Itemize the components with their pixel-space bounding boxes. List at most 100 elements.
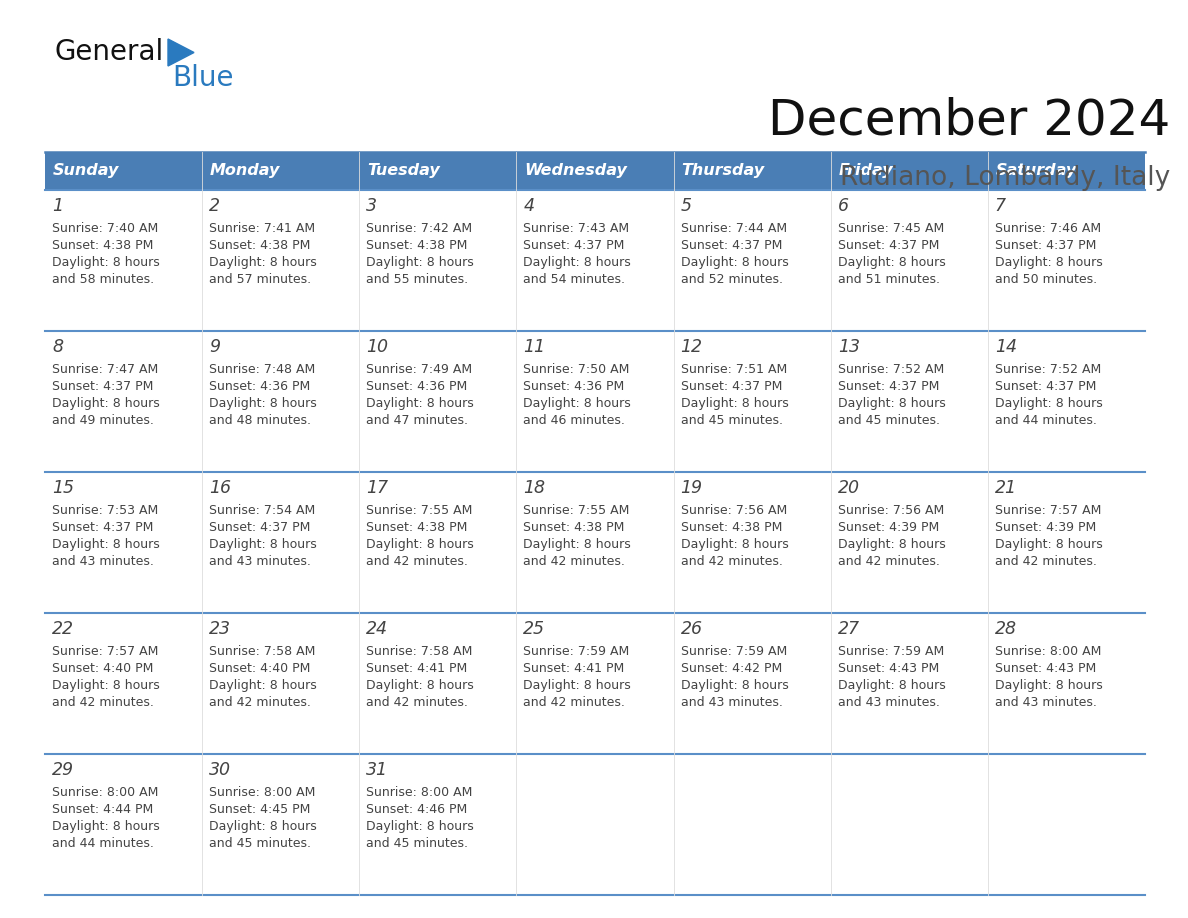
Text: and 43 minutes.: and 43 minutes. (209, 555, 311, 568)
Text: Sunrise: 7:51 AM: Sunrise: 7:51 AM (681, 363, 786, 376)
Text: Daylight: 8 hours: Daylight: 8 hours (52, 538, 159, 551)
Text: Sunset: 4:38 PM: Sunset: 4:38 PM (366, 521, 468, 534)
Text: Sunrise: 7:54 AM: Sunrise: 7:54 AM (209, 504, 315, 517)
Text: 5: 5 (681, 197, 691, 215)
Text: 13: 13 (838, 338, 860, 356)
Polygon shape (168, 39, 194, 66)
Text: and 51 minutes.: and 51 minutes. (838, 273, 940, 286)
Text: Sunday: Sunday (53, 163, 119, 178)
Text: General: General (55, 38, 164, 66)
Text: Daylight: 8 hours: Daylight: 8 hours (366, 820, 474, 833)
Text: Sunset: 4:38 PM: Sunset: 4:38 PM (52, 239, 153, 252)
Bar (830, 613, 988, 754)
Text: 22: 22 (52, 620, 74, 638)
Text: Daylight: 8 hours: Daylight: 8 hours (838, 397, 946, 410)
Text: Sunrise: 7:56 AM: Sunrise: 7:56 AM (838, 504, 944, 517)
Text: 3: 3 (366, 197, 378, 215)
Text: and 45 minutes.: and 45 minutes. (209, 837, 311, 850)
Text: 23: 23 (209, 620, 232, 638)
Text: Sunrise: 7:58 AM: Sunrise: 7:58 AM (366, 645, 473, 658)
Text: and 43 minutes.: and 43 minutes. (994, 696, 1097, 709)
Text: 27: 27 (838, 620, 860, 638)
Text: Sunset: 4:43 PM: Sunset: 4:43 PM (838, 662, 939, 675)
Text: 9: 9 (209, 338, 220, 356)
Text: Daylight: 8 hours: Daylight: 8 hours (838, 538, 946, 551)
Bar (45, 472, 202, 613)
Bar (517, 190, 674, 331)
Text: Sunrise: 7:55 AM: Sunrise: 7:55 AM (366, 504, 473, 517)
Text: Sunset: 4:44 PM: Sunset: 4:44 PM (52, 803, 153, 816)
Bar (988, 754, 1145, 895)
Text: Sunset: 4:42 PM: Sunset: 4:42 PM (681, 662, 782, 675)
Text: Daylight: 8 hours: Daylight: 8 hours (681, 538, 789, 551)
Text: Sunrise: 7:50 AM: Sunrise: 7:50 AM (524, 363, 630, 376)
Text: and 42 minutes.: and 42 minutes. (366, 555, 468, 568)
Bar (517, 754, 674, 895)
Text: Saturday: Saturday (996, 163, 1078, 178)
Text: 18: 18 (524, 479, 545, 497)
Text: Daylight: 8 hours: Daylight: 8 hours (994, 538, 1102, 551)
Text: Sunrise: 7:49 AM: Sunrise: 7:49 AM (366, 363, 473, 376)
Bar (830, 472, 988, 613)
Bar (359, 613, 517, 754)
Text: Sunset: 4:43 PM: Sunset: 4:43 PM (994, 662, 1097, 675)
Text: and 52 minutes.: and 52 minutes. (681, 273, 783, 286)
Text: Daylight: 8 hours: Daylight: 8 hours (366, 538, 474, 551)
Text: and 42 minutes.: and 42 minutes. (524, 555, 625, 568)
Bar (674, 331, 830, 472)
Text: 29: 29 (52, 761, 74, 779)
Text: Sunrise: 7:52 AM: Sunrise: 7:52 AM (994, 363, 1101, 376)
Text: Monday: Monday (210, 163, 280, 178)
Text: Daylight: 8 hours: Daylight: 8 hours (209, 820, 317, 833)
Bar (988, 613, 1145, 754)
Text: 12: 12 (681, 338, 702, 356)
Text: Wednesday: Wednesday (524, 163, 627, 178)
Text: and 42 minutes.: and 42 minutes. (681, 555, 783, 568)
Text: 30: 30 (209, 761, 232, 779)
Text: and 49 minutes.: and 49 minutes. (52, 414, 154, 427)
Text: Daylight: 8 hours: Daylight: 8 hours (52, 397, 159, 410)
Text: and 42 minutes.: and 42 minutes. (209, 696, 311, 709)
Text: Sunset: 4:38 PM: Sunset: 4:38 PM (209, 239, 310, 252)
Text: Sunset: 4:36 PM: Sunset: 4:36 PM (366, 380, 468, 393)
Text: Sunset: 4:39 PM: Sunset: 4:39 PM (838, 521, 939, 534)
Text: Daylight: 8 hours: Daylight: 8 hours (209, 397, 317, 410)
Text: Daylight: 8 hours: Daylight: 8 hours (681, 679, 789, 692)
Bar (830, 331, 988, 472)
Text: Sunset: 4:38 PM: Sunset: 4:38 PM (524, 521, 625, 534)
Text: Sunset: 4:36 PM: Sunset: 4:36 PM (209, 380, 310, 393)
Text: Sunrise: 7:42 AM: Sunrise: 7:42 AM (366, 222, 473, 235)
Text: 19: 19 (681, 479, 702, 497)
Text: 17: 17 (366, 479, 388, 497)
Text: Sunset: 4:37 PM: Sunset: 4:37 PM (52, 521, 153, 534)
Text: 2: 2 (209, 197, 220, 215)
Text: Sunrise: 8:00 AM: Sunrise: 8:00 AM (209, 786, 316, 799)
Bar (674, 190, 830, 331)
Text: Sunset: 4:37 PM: Sunset: 4:37 PM (524, 239, 625, 252)
Text: Sunrise: 7:57 AM: Sunrise: 7:57 AM (52, 645, 158, 658)
Text: 15: 15 (52, 479, 74, 497)
Text: Daylight: 8 hours: Daylight: 8 hours (681, 397, 789, 410)
Text: and 43 minutes.: and 43 minutes. (52, 555, 154, 568)
Text: Daylight: 8 hours: Daylight: 8 hours (994, 397, 1102, 410)
Text: Sunrise: 7:57 AM: Sunrise: 7:57 AM (994, 504, 1101, 517)
Text: 7: 7 (994, 197, 1006, 215)
Text: 11: 11 (524, 338, 545, 356)
Bar (674, 613, 830, 754)
Text: 14: 14 (994, 338, 1017, 356)
Text: Sunrise: 7:44 AM: Sunrise: 7:44 AM (681, 222, 786, 235)
Text: Daylight: 8 hours: Daylight: 8 hours (524, 679, 631, 692)
Text: 21: 21 (994, 479, 1017, 497)
Text: Sunset: 4:38 PM: Sunset: 4:38 PM (681, 521, 782, 534)
Bar (674, 754, 830, 895)
Bar (988, 472, 1145, 613)
Text: Sunrise: 7:46 AM: Sunrise: 7:46 AM (994, 222, 1101, 235)
Text: Daylight: 8 hours: Daylight: 8 hours (994, 256, 1102, 269)
Bar (359, 190, 517, 331)
Text: Sunrise: 8:00 AM: Sunrise: 8:00 AM (52, 786, 158, 799)
Text: Sunset: 4:37 PM: Sunset: 4:37 PM (994, 239, 1097, 252)
Text: Daylight: 8 hours: Daylight: 8 hours (994, 679, 1102, 692)
Text: and 45 minutes.: and 45 minutes. (366, 837, 468, 850)
Text: and 43 minutes.: and 43 minutes. (681, 696, 783, 709)
Text: and 55 minutes.: and 55 minutes. (366, 273, 468, 286)
